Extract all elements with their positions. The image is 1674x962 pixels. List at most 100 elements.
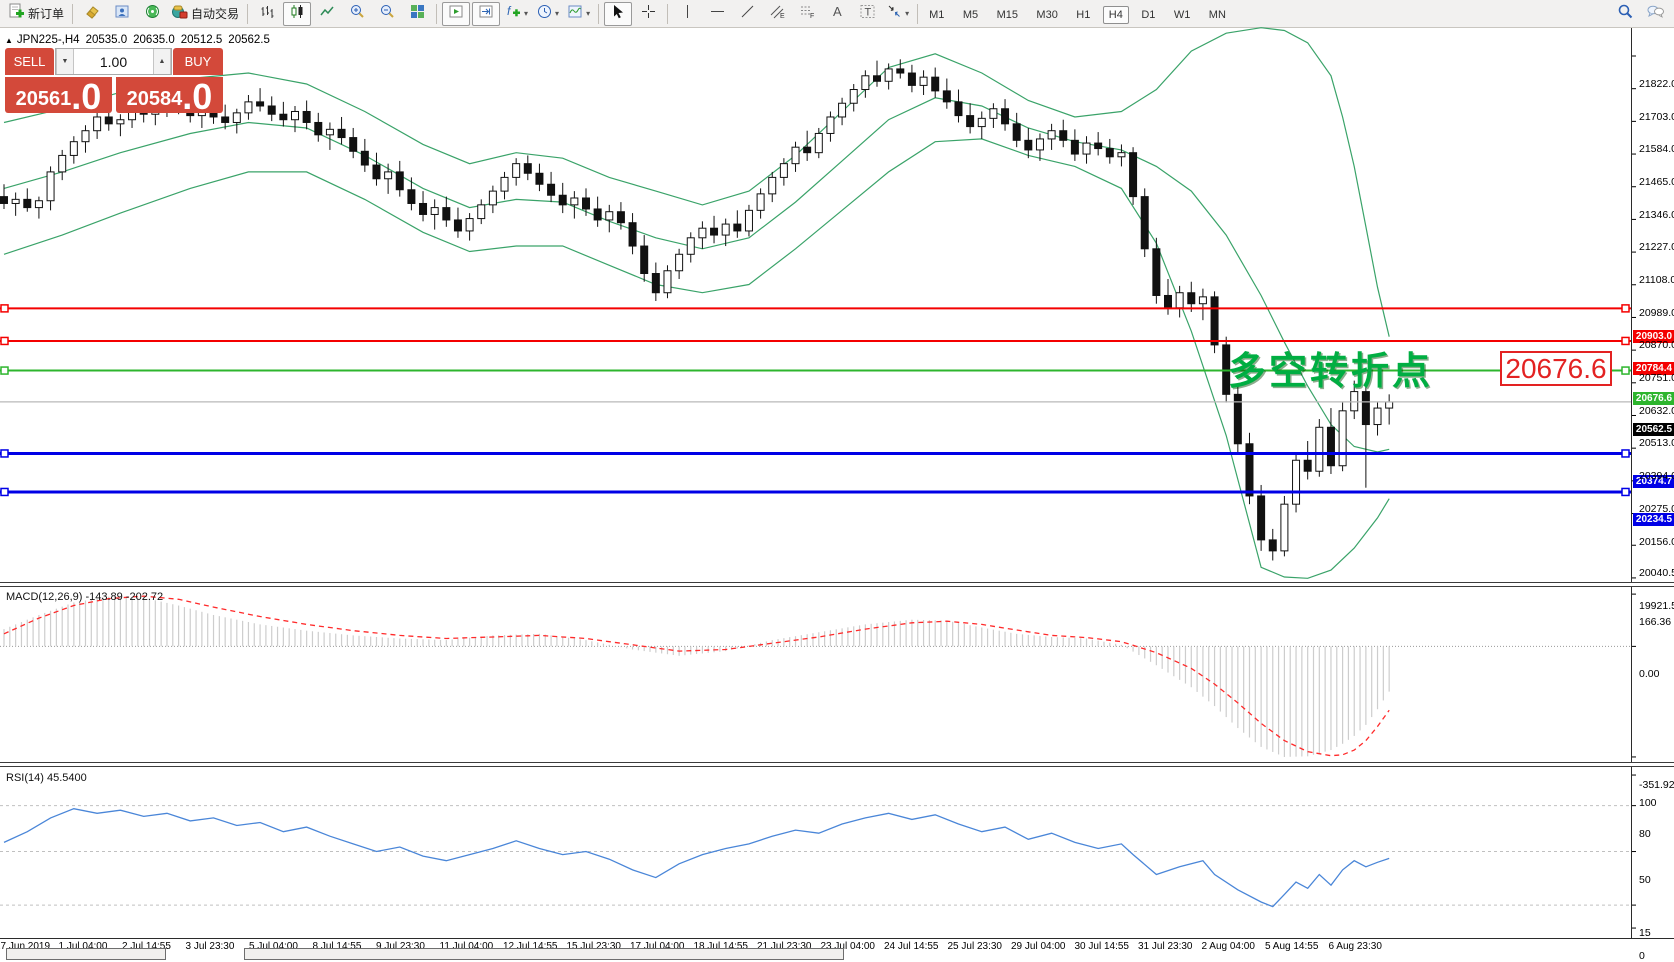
tile-windows-button[interactable]	[403, 2, 431, 26]
line-endpoint[interactable]	[1621, 304, 1630, 313]
line-endpoint[interactable]	[1621, 366, 1630, 375]
price-tick: 21465.0	[1639, 176, 1674, 189]
ohlc-close: 20562.5	[228, 34, 270, 46]
price-callout-label[interactable]: 20676.6	[1500, 351, 1612, 386]
timeframe-m5[interactable]: M5	[962, 8, 979, 21]
horizontal-line-icon	[709, 3, 726, 25]
time-label: 24 Jul 14:55	[884, 941, 939, 952]
timeframe-m15[interactable]: M15	[996, 8, 1018, 21]
current-price-tag: 20562.5	[1633, 423, 1674, 437]
timeframe-h1[interactable]: H1	[1076, 8, 1091, 21]
line-endpoint[interactable]	[0, 304, 9, 313]
time-label: 3 Jul 23:30	[185, 941, 235, 952]
buy-price[interactable]: 20584.0	[116, 77, 223, 115]
clock-icon	[536, 3, 553, 25]
line-endpoint[interactable]	[1621, 449, 1630, 458]
cursor-button[interactable]	[604, 1, 633, 26]
timeframe-m30[interactable]: M30	[1036, 8, 1058, 21]
sell-price[interactable]: 20561.0	[5, 77, 112, 115]
line-endpoint[interactable]	[0, 366, 9, 375]
auto-scroll-button[interactable]	[442, 1, 471, 26]
zoom-out-button[interactable]	[373, 2, 401, 26]
sell-button[interactable]: SELL	[5, 48, 54, 75]
autotrading-icon	[171, 3, 188, 25]
price-tick: 21108.0	[1639, 274, 1674, 287]
volume-decrease-button[interactable]: ▼	[56, 49, 74, 74]
zoom-out-icon	[379, 3, 396, 25]
chart-shift-icon	[478, 3, 495, 25]
buy-button[interactable]: BUY	[173, 48, 223, 75]
time-label: 5 Jul 04:00	[249, 941, 298, 952]
eraser-icon	[84, 3, 101, 25]
symbol-info-bar: ▲ JPN225-,H4 20535.0 20635.0 20512.5 20562.5	[5, 34, 276, 46]
price-axis-border	[1631, 28, 1632, 938]
crosshair-button[interactable]	[634, 2, 662, 26]
add-indicator-button[interactable]: f ▾	[502, 2, 531, 26]
channel-tool-button[interactable]: E	[763, 2, 791, 26]
eraser-button[interactable]	[78, 2, 106, 26]
timeframe-h4[interactable]: H4	[1102, 5, 1129, 24]
price-tick: 21703.0	[1639, 110, 1674, 123]
volume-stepper: ▼ 1.00 ▲	[55, 48, 172, 75]
window-tab[interactable]	[244, 948, 844, 960]
pane-splitter-macd[interactable]	[0, 582, 1674, 587]
time-label: 12 Jul 14:55	[503, 941, 558, 952]
collapse-arrow-icon[interactable]: ▲	[5, 36, 13, 45]
text-tool-button[interactable]: A	[823, 2, 851, 26]
text-tool-icon: A	[829, 3, 846, 25]
volume-value[interactable]: 1.00	[99, 53, 128, 70]
time-label: 27 Jun 2019	[0, 941, 51, 952]
chat-button[interactable]	[1641, 2, 1669, 26]
chat-icon	[1646, 3, 1665, 25]
text-label-icon: T	[859, 3, 876, 25]
line-endpoint[interactable]	[1621, 336, 1630, 346]
chart-annotation-text[interactable]: 多空转折点	[1228, 351, 1434, 393]
toolbar-separator	[667, 3, 669, 24]
candlestick-chart-button[interactable]	[283, 1, 312, 26]
candlestick-chart-icon	[289, 3, 306, 25]
navigator-button[interactable]	[108, 2, 136, 26]
volume-increase-button[interactable]: ▲	[153, 49, 171, 74]
bollinger-lower	[3, 138, 1390, 579]
price-tick: 20394.0	[1639, 470, 1674, 483]
line-endpoint[interactable]	[0, 487, 9, 497]
one-click-trading-panel: SELL ▼ 1.00 ▲ BUY 20561.0 20584.0	[5, 48, 223, 115]
trendline-tool-button[interactable]	[733, 2, 761, 26]
price-tick: 20275.0	[1639, 502, 1674, 515]
ohlc-low: 20512.5	[180, 34, 223, 46]
bar-chart-button[interactable]	[253, 2, 281, 26]
timeframe-mn[interactable]: MN	[1208, 8, 1226, 21]
line-endpoint[interactable]	[1621, 487, 1630, 497]
time-label: 5 Aug 14:55	[1265, 941, 1319, 952]
time-axis-border	[0, 938, 1674, 939]
timeframe-w1[interactable]: W1	[1173, 8, 1191, 21]
price-tick: 20751.0	[1639, 372, 1674, 385]
timeframe-d1[interactable]: D1	[1141, 8, 1156, 21]
autotrading-button[interactable]: 自动交易	[168, 2, 242, 26]
vertical-line-tool-button[interactable]	[673, 2, 701, 26]
chart-shift-button[interactable]	[472, 1, 501, 26]
arrows-icon	[886, 3, 903, 25]
chart-area[interactable]: ▲ JPN225-,H4 20535.0 20635.0 20512.5 20562.5 …	[0, 27, 1674, 962]
macd-tick: 0.00	[1639, 668, 1660, 681]
pane-splitter-rsi[interactable]	[0, 762, 1674, 767]
new-order-button[interactable]: 新订单	[5, 2, 67, 26]
line-chart-button[interactable]	[313, 2, 341, 26]
zoom-in-button[interactable]	[343, 2, 371, 26]
search-button[interactable]	[1611, 2, 1639, 26]
time-label: 2 Jul 14:55	[122, 941, 171, 952]
crosshair-icon	[640, 3, 657, 25]
fibonacci-tool-button[interactable]: F	[793, 2, 821, 26]
horizontal-line-tool-button[interactable]	[703, 2, 731, 26]
timeframe-m1[interactable]: M1	[929, 8, 945, 21]
line-endpoint[interactable]	[0, 449, 9, 458]
text-label-tool-button[interactable]: T	[853, 2, 881, 26]
svg-text:f: f	[507, 4, 512, 18]
signals-button[interactable]	[138, 2, 166, 26]
arrows-tool-button[interactable]: ▾	[883, 2, 912, 26]
templates-button[interactable]: ▾	[564, 2, 593, 26]
window-tab[interactable]	[6, 948, 166, 960]
periods-button[interactable]: ▾	[533, 2, 562, 26]
line-endpoint[interactable]	[0, 336, 9, 346]
